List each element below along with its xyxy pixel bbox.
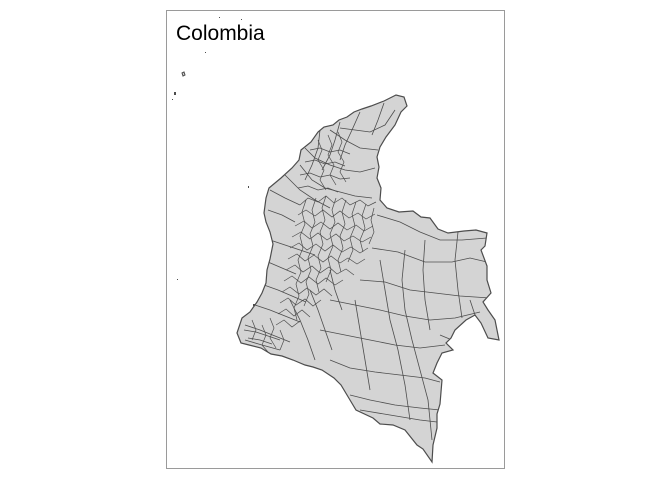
andean-municipal-mesh xyxy=(243,131,377,353)
colombia-mainland xyxy=(236,94,500,464)
cayo-speck xyxy=(219,17,220,18)
cayo-speck xyxy=(241,19,242,20)
map-title: Colombia xyxy=(176,22,265,45)
cayo-speck xyxy=(174,92,176,95)
cayo-speck xyxy=(172,99,173,100)
gorgona-island xyxy=(253,304,255,306)
coastal-speck xyxy=(248,186,249,188)
providencia-island xyxy=(205,52,206,53)
san-andres-island xyxy=(181,71,186,77)
malpelo-island xyxy=(177,279,178,280)
municipal-boundaries xyxy=(244,102,491,441)
